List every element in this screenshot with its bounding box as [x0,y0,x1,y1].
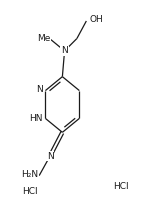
Text: OH: OH [90,15,104,24]
Text: Me: Me [37,34,50,43]
Text: N: N [47,152,53,161]
Text: H₂N: H₂N [21,170,38,179]
Text: HCl: HCl [113,182,128,191]
Text: N: N [61,46,68,55]
Text: N: N [36,85,42,94]
Text: HN: HN [29,114,42,123]
Text: HCl: HCl [22,187,38,196]
